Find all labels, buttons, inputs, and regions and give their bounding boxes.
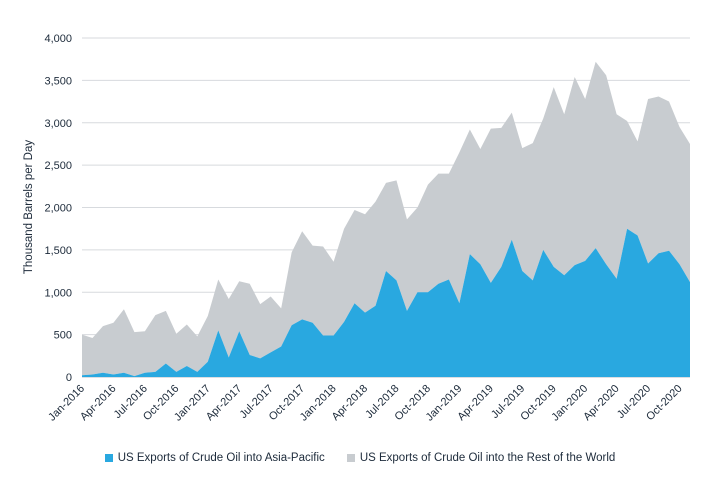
- legend-swatch-asia-pacific: [104, 454, 113, 462]
- legend-item-rest-of-world: US Exports of Crude Oil into the Rest of…: [346, 452, 616, 464]
- legend: US Exports of Crude Oil into Asia-Pacifi…: [0, 452, 720, 464]
- y-tick-label: 1,000: [44, 287, 72, 299]
- y-tick-label: 4,000: [44, 33, 72, 45]
- y-axis-title: Thousand Barrels per Day: [23, 140, 35, 274]
- legend-label-asia-pacific: US Exports of Crude Oil into Asia-Pacifi…: [117, 452, 325, 464]
- y-tick-label: 2,500: [44, 160, 72, 172]
- y-tick-label: 3,500: [44, 75, 72, 87]
- y-tick-label: 1,500: [44, 245, 72, 257]
- y-tick-label: 0: [66, 372, 72, 384]
- y-tick-label: 500: [54, 330, 72, 342]
- chart-areas: [82, 61, 690, 377]
- legend-swatch-rest-of-world: [346, 454, 355, 462]
- area-rest-of-world: [82, 61, 690, 377]
- y-axis-ticks: 0 500 1,000 1,500 2,000 2,500 3,000 3,500 4,000: [44, 33, 72, 384]
- legend-label-rest-of-world: US Exports of Crude Oil into the Rest of…: [359, 452, 616, 464]
- area-asia-pacific: [82, 228, 690, 377]
- y-tick-label: 3,000: [44, 118, 72, 130]
- y-tick-label: 2,000: [44, 203, 72, 215]
- x-axis-ticks: Jan-2016Apr-2016Jul-2016Oct-2016Jan-2017…: [46, 383, 684, 424]
- legend-item-asia-pacific: US Exports of Crude Oil into Asia-Pacifi…: [104, 452, 325, 464]
